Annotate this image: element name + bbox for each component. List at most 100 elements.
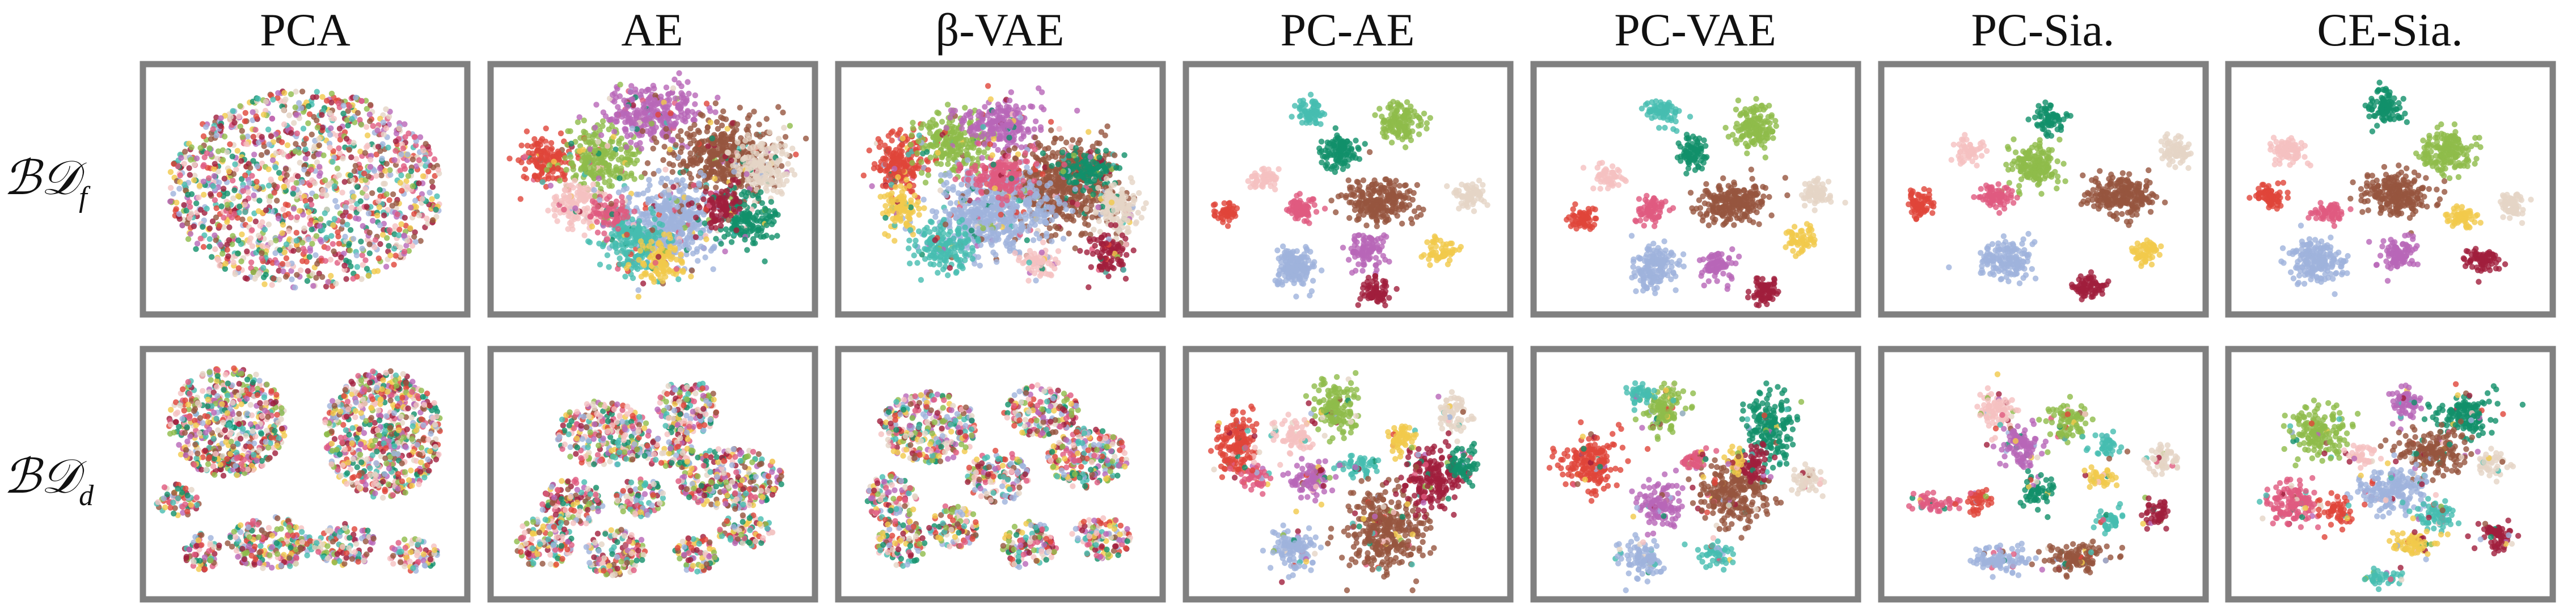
data-point — [930, 117, 936, 123]
data-point — [744, 209, 751, 216]
data-point — [381, 212, 387, 219]
data-point — [636, 218, 643, 224]
data-point — [737, 205, 743, 212]
data-point — [259, 250, 265, 257]
data-point — [666, 102, 672, 108]
data-point — [256, 270, 262, 276]
data-point — [338, 254, 344, 261]
data-point — [310, 94, 316, 100]
data-point — [738, 191, 745, 198]
data-point — [349, 204, 355, 211]
data-point — [1038, 89, 1045, 95]
data-point — [631, 176, 637, 182]
data-point — [431, 156, 438, 162]
data-point — [403, 222, 409, 229]
data-point — [740, 144, 746, 150]
data-point — [269, 157, 276, 163]
data-point — [605, 143, 611, 149]
data-point — [715, 94, 721, 101]
data-point — [340, 213, 346, 219]
data-point — [226, 224, 233, 230]
data-point — [178, 155, 184, 161]
data-point — [217, 241, 223, 248]
data-point — [1020, 104, 1027, 111]
data-point — [216, 222, 223, 229]
data-point — [378, 172, 385, 179]
data-point — [334, 165, 341, 171]
data-point — [710, 266, 716, 272]
data-point — [628, 132, 634, 138]
data-point — [404, 184, 411, 190]
data-point — [211, 173, 217, 179]
data-point — [681, 95, 687, 101]
data-point — [745, 190, 751, 196]
data-point — [958, 125, 965, 132]
data-point — [762, 258, 768, 264]
data-point — [663, 198, 669, 204]
data-point — [420, 173, 426, 179]
data-point — [781, 171, 788, 178]
data-point — [637, 91, 644, 98]
data-point — [371, 244, 378, 250]
data-point — [616, 255, 623, 262]
data-point — [396, 125, 402, 132]
data-point — [368, 157, 374, 163]
data-point — [212, 246, 218, 253]
data-point — [272, 250, 278, 257]
data-point — [1037, 124, 1044, 131]
data-point — [926, 125, 932, 132]
data-point — [386, 227, 392, 233]
data-point — [604, 236, 610, 242]
data-point — [313, 252, 319, 258]
data-point — [933, 122, 939, 128]
data-point — [235, 265, 242, 271]
data-point — [887, 152, 894, 158]
data-point — [735, 179, 741, 186]
data-point — [333, 280, 339, 287]
data-point — [248, 259, 255, 266]
data-point — [610, 133, 617, 140]
data-point — [274, 198, 280, 204]
data-point — [302, 248, 308, 255]
data-point — [430, 164, 437, 171]
data-point — [359, 245, 365, 252]
data-point — [601, 219, 607, 226]
data-point — [927, 154, 934, 161]
data-point — [286, 112, 293, 119]
data-point — [325, 183, 331, 189]
data-point — [347, 227, 354, 233]
data-point — [694, 160, 700, 167]
data-point — [1074, 107, 1080, 114]
data-point — [328, 233, 335, 239]
data-point — [670, 184, 677, 190]
data-point — [402, 134, 408, 140]
data-point — [294, 272, 300, 278]
data-point — [653, 124, 660, 131]
data-point — [572, 178, 578, 184]
data-point — [260, 111, 267, 118]
data-point — [406, 247, 412, 254]
data-point — [191, 161, 197, 168]
data-point — [309, 177, 315, 183]
data-point — [734, 121, 741, 128]
data-point — [315, 151, 322, 158]
data-point — [279, 230, 285, 236]
data-point — [288, 130, 294, 136]
data-point — [613, 211, 620, 217]
data-point — [725, 149, 732, 156]
data-point — [229, 241, 235, 247]
data-point — [292, 148, 298, 154]
data-point — [294, 130, 301, 137]
data-point — [429, 184, 436, 190]
data-point — [284, 172, 290, 178]
data-point — [193, 155, 200, 162]
data-point — [561, 176, 568, 183]
data-point — [679, 177, 686, 183]
data-point — [239, 231, 245, 238]
data-point — [595, 138, 601, 145]
data-point — [383, 161, 390, 167]
data-point — [416, 157, 423, 163]
data-point — [692, 215, 699, 221]
data-point — [730, 191, 737, 198]
data-point — [918, 170, 925, 176]
